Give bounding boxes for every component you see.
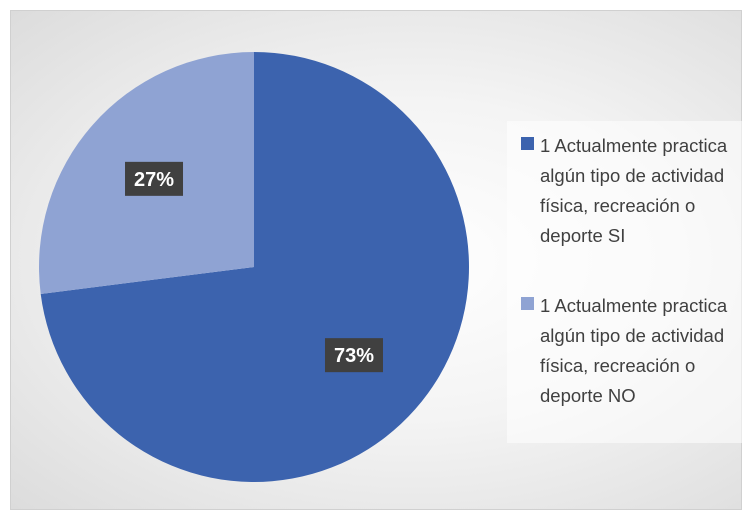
data-label-box bbox=[125, 161, 184, 196]
chart-area: 73% 27% 1 Actualmente practica algún tipo… bbox=[10, 10, 747, 510]
data-label-no: 27% bbox=[125, 161, 184, 196]
legend-swatch-no bbox=[521, 297, 534, 310]
data-label-si: 73% bbox=[324, 338, 383, 373]
data-label-box bbox=[324, 338, 383, 373]
data-label-text: 73% bbox=[334, 345, 374, 367]
pie-slice-si bbox=[40, 52, 470, 482]
pie-chart: 73% 27% bbox=[38, 52, 470, 482]
data-label-text: 27% bbox=[134, 169, 174, 191]
legend-label-no: 1 Actualmente practica algún tipo de act… bbox=[540, 295, 728, 406]
legend-swatch-si bbox=[521, 137, 534, 150]
legend-label-si: 1 Actualmente practica algún tipo de act… bbox=[540, 135, 728, 246]
legend: 1 Actualmente practica algún tipo de act… bbox=[507, 121, 747, 443]
